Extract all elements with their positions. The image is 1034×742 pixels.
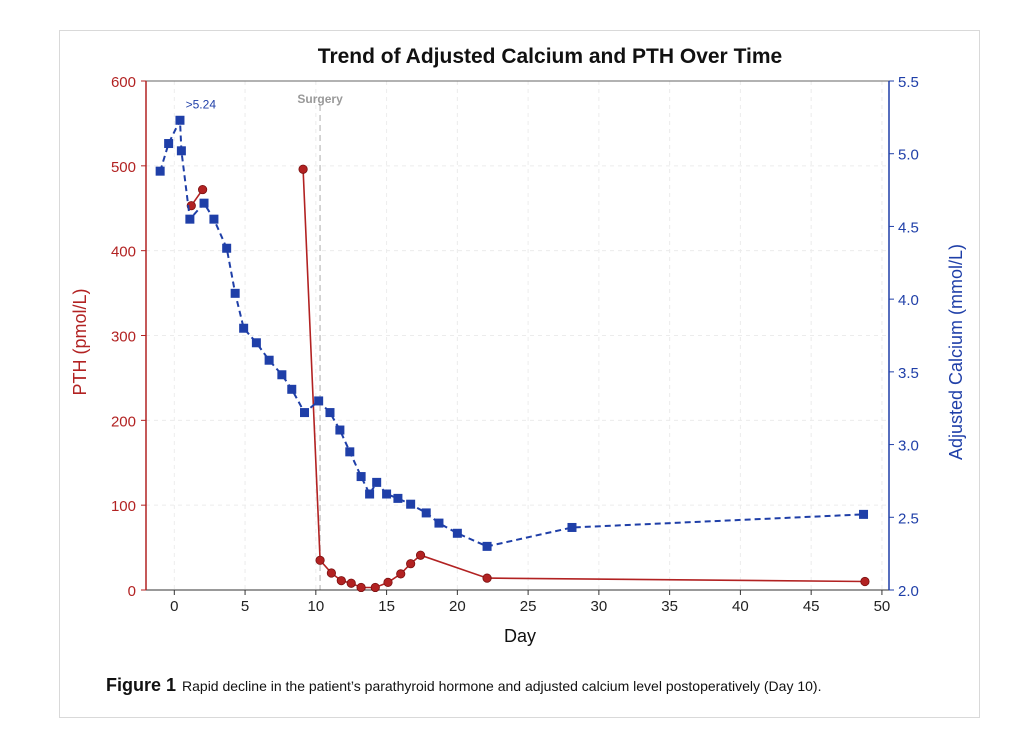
calcium-point xyxy=(185,214,195,224)
calcium-point xyxy=(164,139,174,149)
calcium-point xyxy=(372,477,382,487)
y-axis-left-label: PTH (pmol/L) xyxy=(70,288,90,395)
calcium-point xyxy=(365,489,375,499)
figure-caption: Figure 1 Rapid decline in the patient’s p… xyxy=(106,675,821,696)
calcium-point xyxy=(176,146,186,156)
calcium-point xyxy=(199,198,209,208)
pth-point xyxy=(346,578,356,588)
y-left-tick-label: 400 xyxy=(111,244,136,261)
calcium-point xyxy=(859,509,869,519)
y-right-tick-label: 4.5 xyxy=(898,219,919,236)
pth-point xyxy=(315,555,325,565)
calcium-point xyxy=(264,355,274,365)
calcium-point xyxy=(251,338,261,348)
pth-point xyxy=(482,573,492,583)
y-right-tick-label: 3.0 xyxy=(898,438,919,455)
figure-caption-text: Rapid decline in the patient’s parathyro… xyxy=(182,678,822,694)
pth-series-line xyxy=(302,169,865,589)
figure-frame xyxy=(59,30,980,718)
calcium-point xyxy=(239,323,249,333)
y-right-tick-label: 2.5 xyxy=(898,510,919,527)
series-layer xyxy=(155,115,870,593)
grid xyxy=(146,80,889,591)
calcium-point xyxy=(393,493,403,503)
x-tick-label: 50 xyxy=(874,598,891,615)
calcium-point xyxy=(287,384,297,394)
surgery-marker: Surgery xyxy=(297,92,343,590)
figure-label: Figure 1 xyxy=(106,675,177,695)
y-left-tick-label: 600 xyxy=(111,74,136,91)
y-left-tick-label: 0 xyxy=(128,583,136,600)
calcium-point xyxy=(382,489,392,499)
max-calcium-annotation: >5.24 xyxy=(186,98,217,112)
pth-point xyxy=(298,164,308,174)
calcium-point xyxy=(345,447,355,457)
calcium-point xyxy=(482,541,492,551)
pth-point xyxy=(370,582,380,593)
calcium-point xyxy=(406,499,416,509)
pth-point xyxy=(396,569,406,579)
surgery-label: Surgery xyxy=(297,92,343,106)
calcium-point xyxy=(325,408,335,418)
y-right-tick-label: 5.5 xyxy=(898,74,919,91)
x-tick-label: 30 xyxy=(591,598,608,615)
x-tick-label: 0 xyxy=(170,598,178,615)
calcium-point xyxy=(452,528,462,538)
y-left-tick-label: 500 xyxy=(111,159,136,176)
x-tick-label: 25 xyxy=(520,598,537,615)
pth-point xyxy=(860,576,870,587)
axes: 0 5 10 15 20 25 30 35 40 45 5001002003004005006002… xyxy=(111,74,919,615)
calcium-point xyxy=(222,243,232,253)
pth-point xyxy=(326,568,336,578)
calcium-point xyxy=(230,288,240,298)
pth-point xyxy=(415,550,426,560)
x-axis-label: Day xyxy=(504,626,536,646)
calcium-point xyxy=(314,396,324,406)
y-right-tick-label: 2.0 xyxy=(898,583,919,600)
calcium-point xyxy=(300,408,310,418)
x-tick-label: 35 xyxy=(661,598,678,615)
x-tick-label: 45 xyxy=(803,598,820,615)
pth-point xyxy=(336,576,346,586)
y-right-tick-label: 5.0 xyxy=(898,147,919,164)
x-tick-label: 10 xyxy=(307,598,324,615)
y-right-tick-label: 4.0 xyxy=(898,292,919,309)
pth-point xyxy=(383,577,393,587)
y-left-tick-label: 100 xyxy=(111,498,136,515)
calcium-point xyxy=(175,115,185,125)
y-left-tick-label: 200 xyxy=(111,413,136,430)
y-axis-right-label: Adjusted Calcium (mmol/L) xyxy=(946,244,966,460)
calcium-point xyxy=(277,370,287,380)
calcium-point xyxy=(209,214,219,224)
x-tick-label: 5 xyxy=(241,598,249,615)
calcium-point xyxy=(335,425,345,435)
calcium-series-line xyxy=(159,119,864,548)
y-left-tick-label: 300 xyxy=(111,329,136,346)
x-tick-label: 20 xyxy=(449,598,466,615)
calcium-point xyxy=(356,472,366,482)
x-tick-label: 15 xyxy=(378,598,395,615)
x-tick-label: 40 xyxy=(732,598,749,615)
calcium-point xyxy=(567,522,577,532)
pth-point xyxy=(356,582,366,593)
y-right-tick-label: 3.5 xyxy=(898,365,919,382)
calcium-point xyxy=(155,166,165,176)
calcium-point xyxy=(421,508,431,518)
calcium-point xyxy=(434,518,444,528)
pth-point xyxy=(406,559,416,569)
pth-point xyxy=(198,184,208,195)
chart-title: Trend of Adjusted Calcium and PTH Over T… xyxy=(318,45,782,68)
